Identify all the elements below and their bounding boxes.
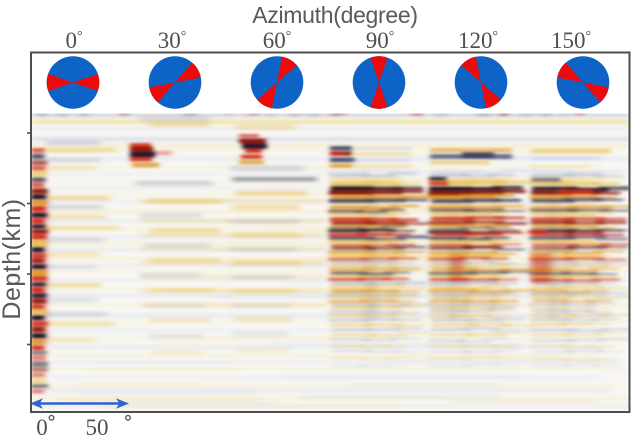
svg-text:150°: 150° bbox=[551, 28, 591, 53]
svg-text:120°: 120° bbox=[458, 28, 498, 53]
svg-text:Azimuth(degree): Azimuth(degree) bbox=[252, 2, 418, 28]
svg-text:Depth(km): Depth(km) bbox=[0, 198, 26, 319]
svg-text:0: 0 bbox=[36, 415, 48, 436]
svg-text:50: 50 bbox=[86, 415, 109, 436]
